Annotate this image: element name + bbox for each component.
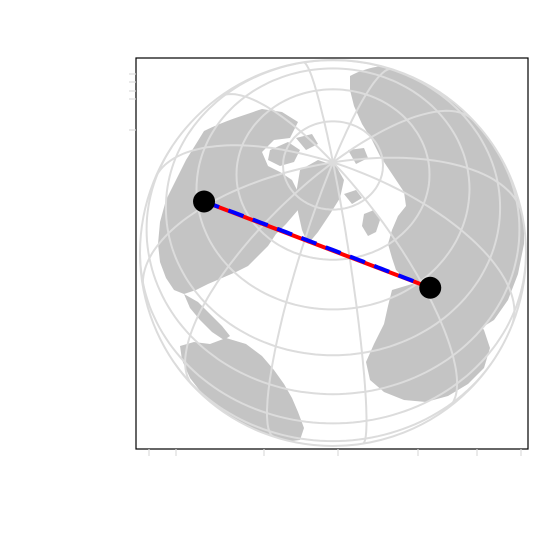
graticule-meridian — [184, 161, 334, 386]
globe-outline — [139, 59, 527, 447]
plot-frame — [135, 57, 529, 450]
great-circle-route — [203, 199, 431, 290]
land-north-america — [158, 109, 300, 294]
land-africa — [366, 284, 490, 402]
graticule-meridian — [332, 161, 459, 409]
graticule-meridian — [266, 162, 334, 438]
graticule-meridian — [332, 67, 392, 163]
land-iceland — [344, 190, 362, 204]
graticule-meridian — [154, 144, 334, 178]
graticule-meridian — [332, 161, 516, 327]
graticule-meridian — [332, 109, 473, 164]
land-central-america — [184, 294, 230, 340]
graticule-parallel — [140, 252, 526, 425]
graticule-meridian — [332, 162, 368, 445]
land-arctic-islands — [268, 134, 368, 166]
graticule-meridian — [303, 61, 334, 163]
graticule-meridian — [141, 161, 334, 289]
graticule-parallel — [174, 363, 492, 443]
land-eurasia — [350, 65, 524, 330]
land-british-isles — [362, 210, 380, 236]
point-a-marker — [193, 190, 216, 213]
axis-ticks — [129, 73, 522, 456]
graticule-meridian — [332, 156, 523, 215]
graticule-meridian — [219, 93, 334, 164]
point-b-marker — [419, 276, 442, 299]
